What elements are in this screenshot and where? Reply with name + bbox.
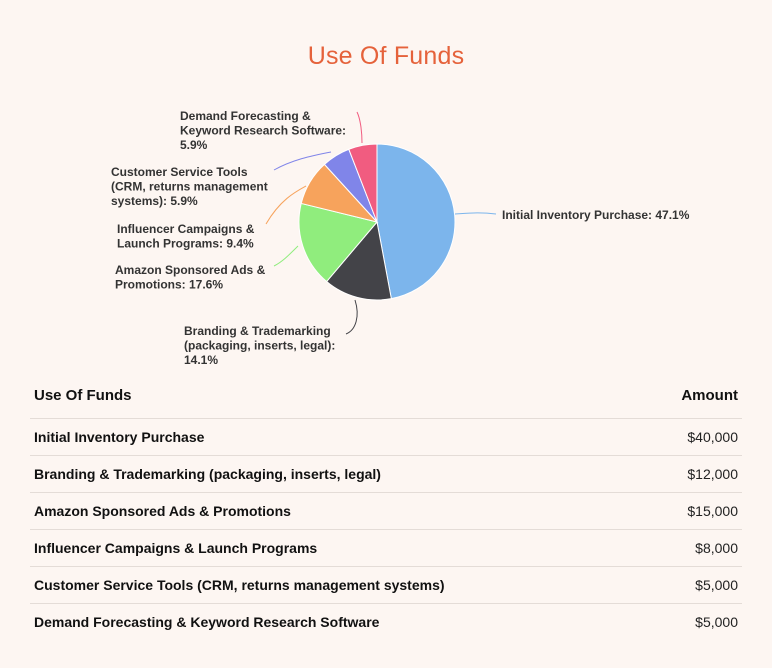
row-name: Branding & Trademarking (packaging, inse… [34, 466, 381, 482]
header-amount: Amount [681, 386, 738, 404]
row-amount: $40,000 [687, 429, 738, 445]
page-title: Use Of Funds [307, 42, 465, 70]
pie-connector-line [345, 299, 358, 335]
pie-chart: Initial Inventory Purchase: 47.1% Brandin… [111, 109, 690, 367]
row-name: Demand Forecasting & Keyword Research So… [34, 614, 380, 630]
table-row: Demand Forecasting & Keyword Research So… [30, 604, 742, 640]
pie-data-label: Influencer Campaigns & Launch Programs: 9… [117, 222, 255, 251]
pie-slice[interactable] [298, 202, 378, 283]
table-row: Influencer Campaigns & Launch Programs $… [30, 530, 742, 567]
row-name: Initial Inventory Purchase [34, 429, 205, 445]
row-name: Amazon Sponsored Ads & Promotions [34, 503, 291, 519]
pie-data-label: Customer Service Tools (CRM, returns mana… [111, 165, 268, 208]
pie-data-label: Initial Inventory Purchase: 47.1% [502, 208, 690, 222]
pie-connector-line [273, 151, 332, 171]
row-amount: $5,000 [695, 577, 738, 593]
funds-table: Use Of Funds Amount Initial Inventory Pu… [30, 372, 742, 640]
row-amount: $12,000 [687, 466, 738, 482]
pie-connector-line [356, 111, 363, 144]
pie-slice[interactable] [376, 143, 456, 300]
row-amount: $15,000 [687, 503, 738, 519]
table-header: Use Of Funds Amount [30, 372, 742, 419]
table-row: Customer Service Tools (CRM, returns man… [30, 567, 742, 604]
table-row: Branding & Trademarking (packaging, inse… [30, 456, 742, 493]
row-name: Influencer Campaigns & Launch Programs [34, 540, 318, 556]
pie-slice[interactable] [348, 143, 378, 223]
table-row: Initial Inventory Purchase $40,000 [30, 419, 742, 456]
row-name: Customer Service Tools (CRM, returns man… [34, 577, 445, 593]
table-row: Amazon Sponsored Ads & Promotions $15,00… [30, 493, 742, 530]
pie-slice[interactable] [325, 220, 392, 301]
row-amount: $5,000 [695, 614, 738, 630]
row-amount: $8,000 [695, 540, 738, 556]
pie-data-label: Branding & Trademarking (packaging, inser… [184, 324, 335, 367]
pie-connector-line [273, 245, 299, 267]
pie-connector-line [265, 185, 307, 225]
pie-data-label: Demand Forecasting & Keyword Research Sof… [180, 109, 346, 152]
pie-data-label: Amazon Sponsored Ads & Promotions: 17.6% [115, 263, 266, 292]
header-use-of-funds: Use Of Funds [34, 386, 132, 404]
pie-connector-line [454, 212, 497, 215]
